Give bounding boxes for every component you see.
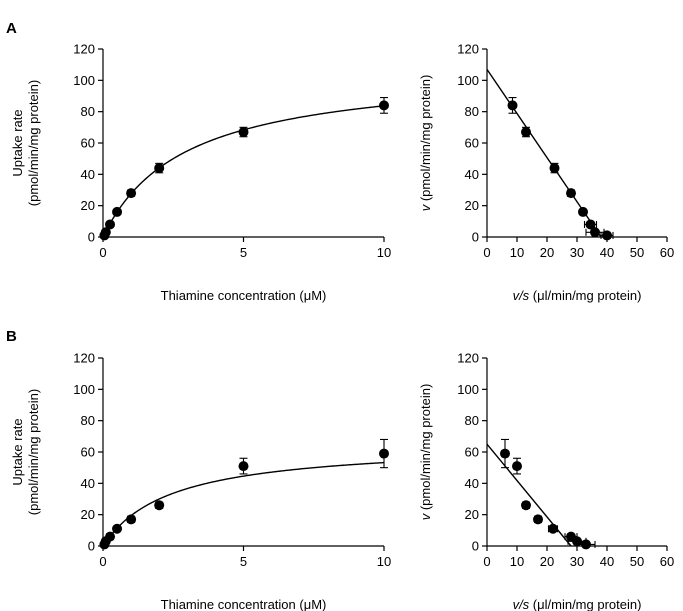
chart-1-y-tick-label: 80 bbox=[465, 104, 479, 119]
chart-3-data-point bbox=[500, 448, 510, 459]
chart-1-y-tick-label: 120 bbox=[457, 42, 479, 57]
chart-2-x-tick-label: 10 bbox=[377, 554, 391, 569]
chart-1-data-point bbox=[590, 227, 600, 238]
chart-3-data-point bbox=[521, 500, 531, 511]
chart-3-x-tick-label: 10 bbox=[510, 554, 524, 569]
chart-2-y-tick-label: 40 bbox=[81, 476, 95, 491]
chart-0-y-tick-label: 60 bbox=[81, 136, 95, 151]
chart-3-y-tick-label: 0 bbox=[472, 539, 479, 554]
chart-3-x-axis-title: v/s (μl/min/mg protein) bbox=[513, 597, 642, 611]
chart-3-x-tick-label: 50 bbox=[630, 554, 644, 569]
chart-1-y-axis-title: v (pmol/min/mg protein) bbox=[418, 75, 433, 212]
chart-1-x-tick-label: 0 bbox=[483, 245, 490, 260]
chart-1-x-tick-label: 20 bbox=[540, 245, 554, 260]
chart-1-data-point bbox=[549, 163, 560, 174]
chart-0-data-point bbox=[238, 127, 249, 138]
chart-1-x-tick-label: 10 bbox=[510, 245, 524, 260]
chart-3-x-tick-label: 60 bbox=[660, 554, 674, 569]
chart-2-data-point bbox=[112, 523, 123, 534]
chart-1-x-tick-label: 30 bbox=[570, 245, 584, 260]
chart-2-data-point bbox=[154, 500, 165, 511]
chart-2-data-point bbox=[238, 461, 249, 472]
chart-2-x-tick-label: 5 bbox=[240, 554, 247, 569]
chart-0-data-point bbox=[154, 163, 165, 174]
chart-0-data-point bbox=[112, 206, 123, 217]
chart-2-y-axis-title: Uptake rate(pmol/min/mg protein) bbox=[10, 389, 41, 515]
chart-3-y-axis-title: v (pmol/min/mg protein) bbox=[418, 384, 433, 521]
chart-1-data-point bbox=[602, 230, 612, 241]
chart-2-fit-curve bbox=[102, 461, 385, 547]
chart-1-x-tick-label: 40 bbox=[600, 245, 614, 260]
chart-3-x-tick-label: 30 bbox=[570, 554, 584, 569]
chart-3-y-tick-label: 40 bbox=[465, 476, 479, 491]
chart-1-x-tick-label: 60 bbox=[660, 245, 674, 260]
chart-2-y-tick-label: 60 bbox=[81, 445, 95, 460]
chart-0-x-tick-label: 10 bbox=[377, 245, 391, 260]
chart-2-x-axis-title: Thiamine concentration (μM) bbox=[161, 597, 327, 611]
chart-1-y-tick-label: 0 bbox=[472, 230, 479, 245]
chart-3-y-tick-label: 100 bbox=[457, 382, 479, 397]
chart-0-y-tick-label: 40 bbox=[81, 167, 95, 182]
chart-3-x-tick-label: 20 bbox=[540, 554, 554, 569]
panel-b-eadie-hofstee-plot: 0 20 40 60 80 100 120 0 10 20 30 40 50 60 v/s (μl/min/… bbox=[418, 351, 674, 611]
chart-3-fit-line bbox=[486, 443, 572, 547]
chart-0-y-tick-label: 20 bbox=[81, 198, 95, 213]
chart-3-x-tick-label: 40 bbox=[600, 554, 614, 569]
panel-letter-b: B bbox=[6, 328, 17, 345]
chart-1-y-tick-label: 20 bbox=[465, 198, 479, 213]
chart-0-x-tick-label: 0 bbox=[99, 245, 106, 260]
chart-0-data-point bbox=[105, 219, 116, 230]
chart-0-data-point bbox=[379, 100, 389, 111]
chart-3-data-point bbox=[581, 539, 591, 550]
chart-3-y-tick-label: 120 bbox=[457, 351, 479, 366]
panel-a-eadie-hofstee-plot: 0 20 40 60 80 100 120 0 10 20 30 40 50 60 v/s (μl/min/… bbox=[418, 42, 674, 304]
chart-2-data-point bbox=[105, 531, 116, 542]
chart-0-fit-curve bbox=[102, 105, 385, 238]
chart-0-y-tick-label: 120 bbox=[73, 42, 95, 57]
chart-1-y-tick-label: 40 bbox=[465, 167, 479, 182]
chart-3-x-tick-label: 0 bbox=[483, 554, 490, 569]
chart-2-x-tick-label: 0 bbox=[99, 554, 106, 569]
chart-3-data-point bbox=[533, 514, 543, 525]
chart-0-y-tick-label: 0 bbox=[88, 230, 95, 245]
chart-2-y-tick-label: 80 bbox=[81, 413, 95, 428]
chart-2-y-tick-label: 100 bbox=[73, 382, 95, 397]
chart-0-x-axis-title: Thiamine concentration (μM) bbox=[161, 288, 327, 303]
chart-2-y-tick-label: 120 bbox=[73, 351, 95, 366]
chart-1-x-axis-title: v/s (μl/min/mg protein) bbox=[513, 288, 642, 303]
chart-3-data-point bbox=[512, 461, 522, 472]
chart-1-y-tick-label: 60 bbox=[465, 136, 479, 151]
panel-b-saturation-plot: 0 20 40 60 80 100 120 0 5 10 Thiamine concentratio… bbox=[10, 351, 391, 611]
chart-0-data-point bbox=[100, 227, 111, 238]
chart-3-y-tick-label: 60 bbox=[465, 445, 479, 460]
chart-2-y-tick-label: 0 bbox=[88, 539, 95, 554]
chart-0-y-axis-title: Uptake rate(pmol/min/mg protein) bbox=[10, 80, 41, 206]
chart-1-data-point bbox=[566, 188, 576, 199]
chart-2-y-tick-label: 20 bbox=[81, 507, 95, 522]
chart-2-data-point bbox=[126, 514, 137, 525]
chart-3-y-tick-label: 20 bbox=[465, 507, 479, 522]
chart-1-y-tick-label: 100 bbox=[457, 73, 479, 88]
chart-1-data-point bbox=[521, 127, 531, 138]
chart-1-data-point bbox=[507, 100, 518, 111]
chart-3-y-tick-label: 80 bbox=[465, 413, 479, 428]
chart-3-data-point bbox=[548, 523, 558, 534]
panel-a-saturation-plot: 0 20 40 60 80 100 120 0 5 10 Thiamine concentratio… bbox=[10, 42, 391, 304]
chart-1-data-point bbox=[578, 206, 588, 217]
chart-0-y-tick-label: 80 bbox=[81, 104, 95, 119]
chart-1-data-point bbox=[585, 219, 596, 230]
chart-1-x-tick-label: 50 bbox=[630, 245, 644, 260]
chart-0-y-tick-label: 100 bbox=[73, 73, 95, 88]
chart-2-data-point bbox=[379, 448, 389, 459]
panel-letter-a: A bbox=[6, 20, 17, 37]
chart-0-x-tick-label: 5 bbox=[240, 245, 247, 260]
chart-0-data-point bbox=[126, 188, 137, 199]
